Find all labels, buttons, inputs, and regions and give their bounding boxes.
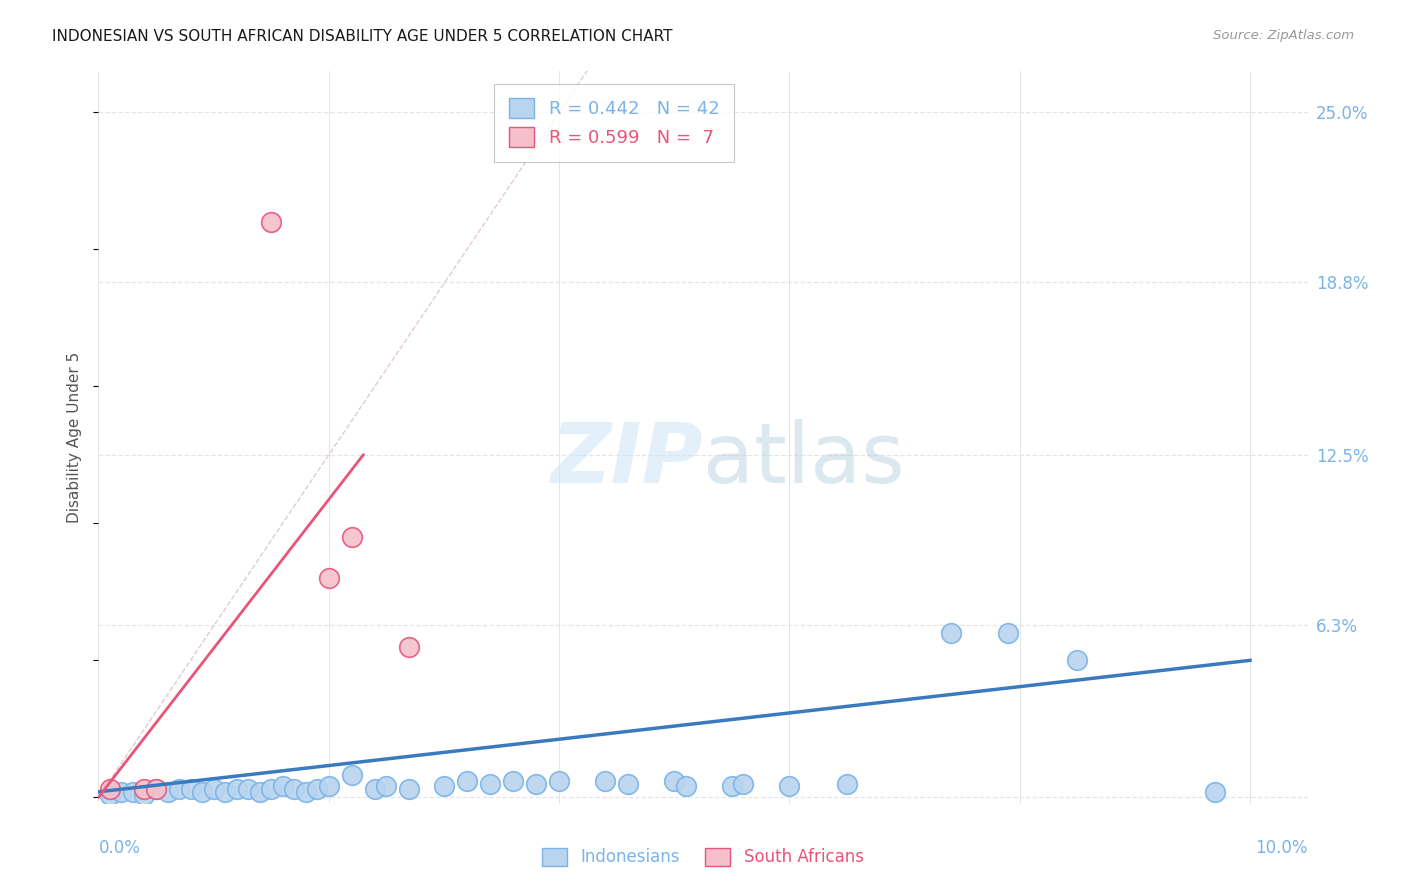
Point: [318, 780, 340, 794]
Point: [398, 640, 420, 654]
Point: [191, 785, 214, 799]
Point: [156, 785, 179, 799]
Point: [548, 773, 571, 788]
Point: [340, 530, 363, 544]
Legend: R = 0.442   N = 42, R = 0.599   N =  7: R = 0.442 N = 42, R = 0.599 N = 7: [495, 84, 734, 161]
Point: [524, 777, 547, 791]
Point: [260, 215, 283, 229]
Point: [318, 571, 340, 585]
Point: [202, 782, 225, 797]
Y-axis label: Disability Age Under 5: Disability Age Under 5: [67, 351, 83, 523]
Point: [260, 782, 283, 797]
Text: atlas: atlas: [703, 418, 904, 500]
Point: [1066, 653, 1088, 667]
Point: [1204, 785, 1226, 799]
Point: [675, 780, 697, 794]
Legend: Indonesians, South Africans: Indonesians, South Africans: [534, 839, 872, 875]
Point: [98, 782, 121, 797]
Point: [733, 777, 755, 791]
Point: [110, 785, 132, 799]
Point: [283, 782, 305, 797]
Point: [364, 782, 387, 797]
Point: [271, 780, 294, 794]
Point: [398, 782, 420, 797]
Point: [98, 788, 121, 802]
Point: [236, 782, 259, 797]
Point: [593, 773, 616, 788]
Text: 0.0%: 0.0%: [98, 839, 141, 857]
Text: ZIP: ZIP: [550, 418, 703, 500]
Point: [134, 788, 156, 802]
Point: [214, 785, 236, 799]
Point: [433, 780, 456, 794]
Point: [617, 777, 640, 791]
Point: [134, 782, 156, 797]
Text: 10.0%: 10.0%: [1256, 839, 1308, 857]
Point: [340, 768, 363, 782]
Point: [145, 782, 167, 797]
Point: [997, 626, 1019, 640]
Point: [664, 773, 686, 788]
Point: [478, 777, 501, 791]
Text: INDONESIAN VS SOUTH AFRICAN DISABILITY AGE UNDER 5 CORRELATION CHART: INDONESIAN VS SOUTH AFRICAN DISABILITY A…: [52, 29, 672, 44]
Text: Source: ZipAtlas.com: Source: ZipAtlas.com: [1213, 29, 1354, 42]
Point: [778, 780, 800, 794]
Point: [122, 785, 145, 799]
Point: [145, 782, 167, 797]
Point: [249, 785, 271, 799]
Point: [180, 782, 202, 797]
Point: [720, 780, 742, 794]
Point: [939, 626, 962, 640]
Point: [456, 773, 478, 788]
Point: [167, 782, 190, 797]
Point: [835, 777, 858, 791]
Point: [375, 780, 398, 794]
Point: [502, 773, 524, 788]
Point: [307, 782, 329, 797]
Point: [225, 782, 247, 797]
Point: [294, 785, 316, 799]
